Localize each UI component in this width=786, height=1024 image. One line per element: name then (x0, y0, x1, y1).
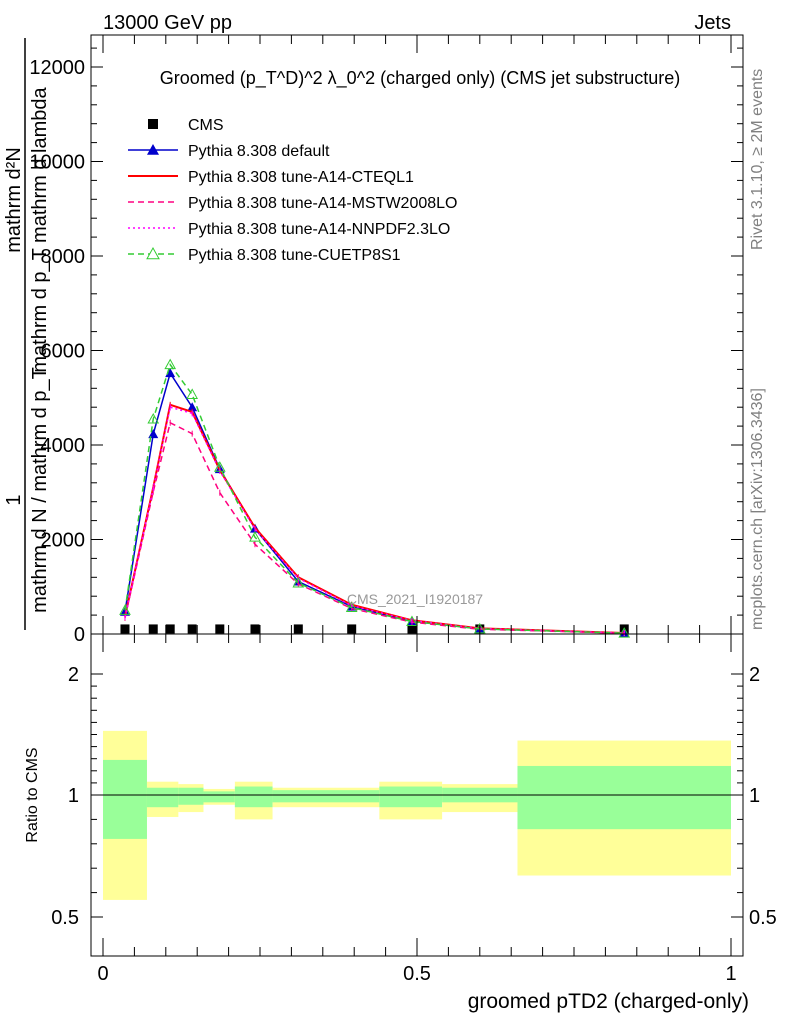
legend-label-0: CMS (188, 117, 224, 134)
series-marker-5 (292, 576, 305, 588)
legend-label-5: Pythia 8.308 tune-CUETP8S1 (188, 247, 401, 264)
cms-data-point (215, 624, 225, 634)
legend-label-1: Pythia 8.308 default (188, 143, 330, 160)
series-marker-5 (119, 604, 131, 615)
main-y-label: 1 mathrm d²N mathrm d p_T mathrm d lambd… (3, 38, 51, 630)
cms-data-point (407, 624, 417, 634)
cms-data-point (148, 624, 158, 634)
cms-data-point (120, 624, 130, 634)
ratio-band-inner (272, 790, 380, 803)
ratio-band-inner (146, 787, 179, 808)
ratio-band-inner (103, 759, 147, 839)
series-marker-1 (148, 429, 159, 439)
ratio-ytick-label-right: 1 (749, 785, 760, 807)
ratio-ytick-label: 0.5 (51, 907, 79, 929)
cms-data-point (187, 624, 197, 634)
legend-label-4: Pythia 8.308 tune-A14-NNPDF2.3LO (188, 221, 450, 238)
header-left: 13000 GeV pp (103, 12, 232, 34)
ratio-band-inner (178, 787, 204, 805)
header-right: Jets (694, 12, 731, 34)
series-marker-5 (345, 601, 358, 613)
main-series-group (119, 358, 631, 638)
ratio-y-label: Ratio to CMS (24, 747, 41, 842)
mcplots-credit: mcplots.cern.ch [arXiv:1306.3436] (749, 388, 766, 630)
main-ytick-label: 6000 (41, 341, 86, 363)
ratio-xtick-label: 1 (725, 963, 736, 985)
ratio-band-inner (203, 791, 235, 803)
analysis-watermark: CMS_2021_I1920187 (347, 591, 483, 607)
series-marker-1 (187, 402, 198, 412)
ylabel-numerator: mathrm d²N (3, 147, 25, 253)
ratio-band-inner (517, 765, 731, 830)
ratio-x-axis: 0 0.5 1 (97, 634, 737, 985)
cms-data-point (165, 624, 175, 634)
ratio-xtick-label: 0 (97, 963, 108, 985)
ylabel-prefix: 1 (3, 494, 25, 505)
legend-marker-cms (148, 119, 158, 129)
ratio-band-inner (234, 786, 273, 808)
series-marker-1 (119, 606, 130, 616)
series-marker-5 (164, 358, 177, 370)
series-marker-5 (186, 388, 199, 399)
ylabel-prefix-denominator: mathrm d N / mathrm d p_T (29, 367, 51, 613)
ratio-ytick-label-right: 2 (749, 664, 760, 686)
main-ytick-label: 0 (74, 624, 85, 646)
legend-label-3: Pythia 8.308 tune-A14-MSTW2008LO (188, 195, 457, 212)
cms-data-point (347, 624, 357, 634)
series-marker-1 (165, 368, 176, 378)
legend: CMS Pythia 8.308 default Pythia 8.308 tune… (128, 117, 457, 264)
ratio-band-group (103, 730, 731, 900)
cms-data-point (250, 624, 260, 634)
main-ytick-label: 12000 (29, 57, 85, 79)
chart-title: Groomed (p_T^D)^2 λ_0^2 (charged only) (… (160, 68, 681, 89)
series-marker-5 (406, 615, 418, 626)
legend-label-2: Pythia 8.308 tune-A14-CTEQL1 (188, 169, 414, 186)
main-ytick-label: 8000 (41, 246, 86, 268)
series-marker-5 (249, 531, 261, 542)
ratio-y-axis: 0.5 0.5 1 1 2 2 (51, 664, 777, 929)
series-line-5 (124, 363, 625, 634)
ratio-ytick-label: 2 (68, 664, 79, 686)
main-ytick-label: 10000 (29, 152, 85, 174)
ratio-ytick-label-right: 0.5 (749, 907, 777, 929)
legend-marker-5 (146, 246, 160, 260)
ratio-ytick-label: 1 (68, 785, 79, 807)
rivet-credit: Rivet 3.1.10, ≥ 2M events (749, 69, 766, 250)
main-y-axis: 0 2000 4000 6000 8000 10000 12000 (29, 47, 743, 646)
main-ytick-label: 4000 (41, 435, 86, 457)
ratio-band-inner (379, 786, 443, 808)
legend-marker-1 (147, 144, 159, 155)
main-x-axis-ticks (102, 35, 732, 634)
ratio-xtick-label: 0.5 (403, 963, 431, 985)
cms-data-point (293, 624, 303, 634)
x-axis-label: groomed pTD2 (charged-only) (468, 990, 749, 1013)
series-marker-5 (147, 412, 160, 424)
series-marker-5 (618, 627, 631, 638)
series-line-4 (124, 406, 625, 634)
series-marker-5 (213, 461, 226, 472)
main-ytick-label: 2000 (41, 530, 86, 552)
ylabel-denominator: mathrm d p_T mathrm d lambda (29, 86, 51, 372)
